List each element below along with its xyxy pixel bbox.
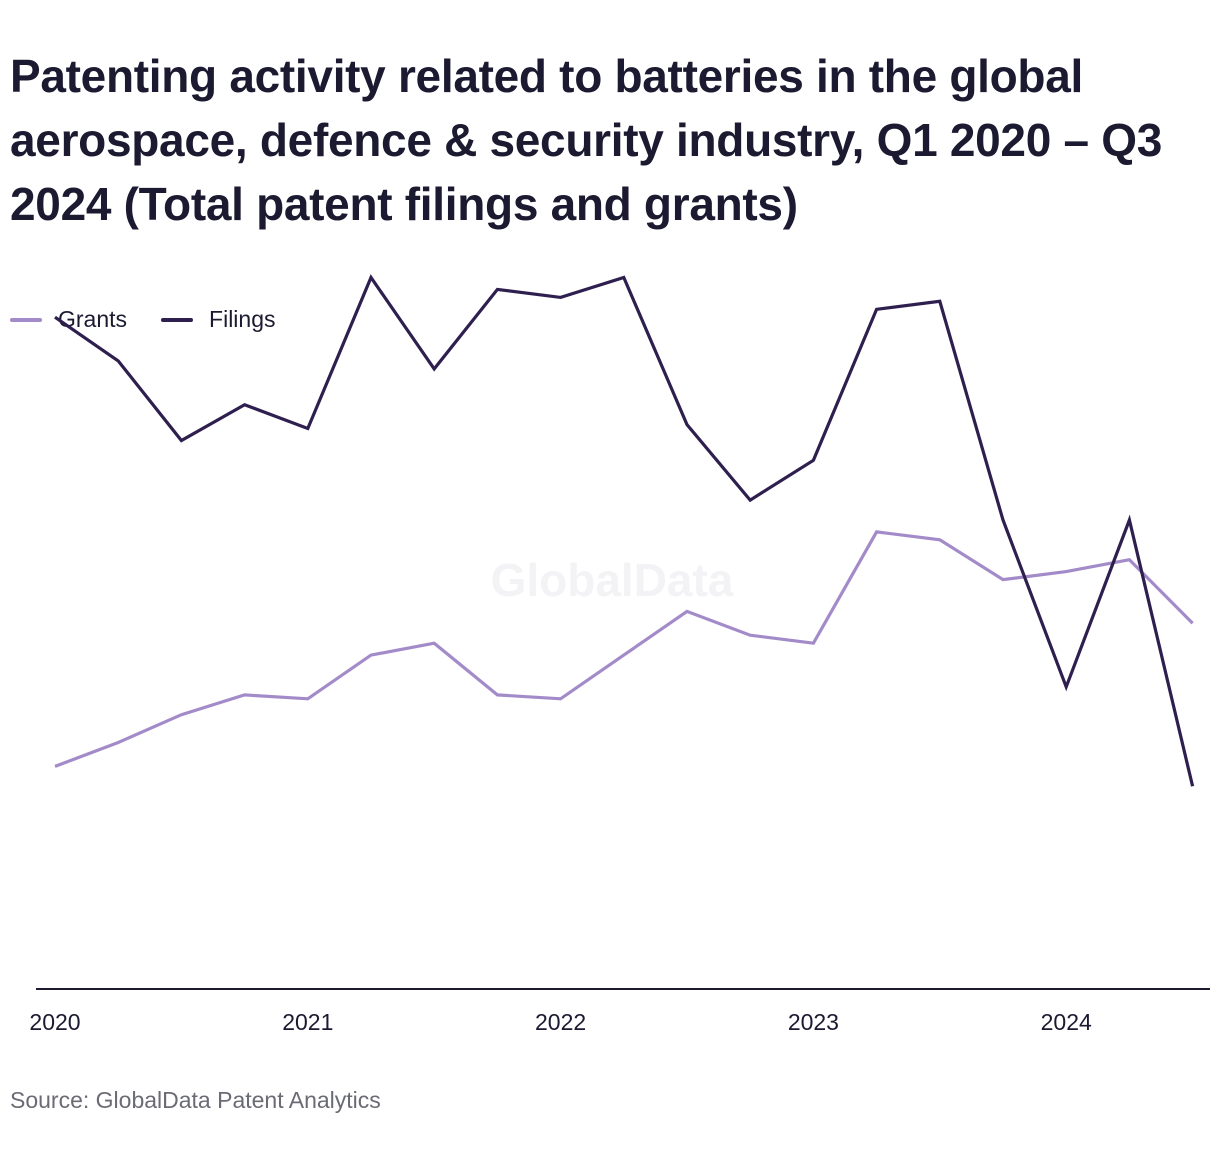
data-point-filings: Q3 2021: 78 — [428, 363, 440, 375]
data-point-filings: Q3 2020: 69 — [175, 435, 187, 447]
data-point-grants: Q3 2022: 47.5 — [681, 605, 693, 617]
legend-swatch-grants — [10, 317, 42, 322]
x-axis-ticks: 2020 2021 2022 2023 2024 — [29, 1009, 1092, 1035]
data-point-filings: Q3 2022: 71 — [681, 419, 693, 431]
watermark: GlobalData — [491, 554, 734, 606]
data-point-filings: Q3 2023: 86.5 — [934, 295, 946, 307]
data-point-filings: Q1 2021: 70.5 — [302, 423, 314, 435]
data-point-filings: Q4 2021: 88 — [491, 283, 503, 295]
series-filings: Q1 2020: 84.5 Q2 2020: 79 Q3 2020: 69 Q4 20… — [49, 272, 1199, 792]
data-point-grants: Q2 2022: 42 — [618, 649, 630, 661]
data-point-filings: Q2 2021: 89.5 — [365, 272, 377, 284]
data-point-grants: Q4 2021: 37 — [491, 689, 503, 701]
data-point-grants: Q3 2020: 34.5 — [175, 709, 187, 721]
x-tick-label: 2023 — [788, 1009, 839, 1035]
data-point-grants: Q4 2023: 51.5 — [997, 574, 1009, 586]
data-point-filings: Q4 2023: 59 — [997, 514, 1009, 526]
legend-swatch-filings — [161, 317, 194, 322]
series-layer: Q1 2020: 28 Q2 2020: 31 Q3 2020: 34.5 Q4 20… — [49, 272, 1199, 792]
data-point-filings: Q2 2024: 59 — [1123, 514, 1135, 526]
data-point-filings: Q1 2024: 38 — [1060, 681, 1072, 693]
legend-label-filings: Filings — [209, 306, 276, 332]
data-point-filings: Q2 2020: 79 — [112, 355, 124, 367]
data-point-grants: Q1 2023: 43.5 — [807, 637, 819, 649]
source-note: Source: GlobalData Patent Analytics — [10, 1087, 381, 1113]
data-point-filings: Q1 2022: 87 — [555, 291, 567, 303]
chart-title: Patenting activity related to batteries … — [10, 50, 1162, 230]
x-tick-label: 2020 — [29, 1009, 80, 1035]
data-point-grants: Q2 2021: 42 — [365, 649, 377, 661]
data-point-grants: Q4 2022: 44.5 — [744, 629, 756, 641]
data-point-grants: Q1 2021: 36.5 — [302, 693, 314, 705]
data-point-grants: Q1 2024: 52.5 — [1060, 566, 1072, 578]
data-point-filings: Q4 2022: 61.5 — [744, 494, 756, 506]
data-point-grants: Q3 2023: 56.5 — [934, 534, 946, 546]
data-point-filings: Q4 2020: 73.5 — [239, 399, 251, 411]
series-line-grants — [54, 530, 1194, 768]
data-point-grants: Q4 2020: 37 — [239, 689, 251, 701]
data-point-grants: Q2 2024: 54 — [1123, 554, 1135, 566]
series-line-filings — [54, 274, 1195, 787]
data-point-filings: Q1 2023: 66.5 — [807, 454, 819, 466]
data-point-filings: Q1 2020: 84.5 — [49, 311, 61, 323]
legend-item-filings: Filings — [161, 306, 276, 333]
data-point-filings: Q3 2024: 25.5 — [1187, 780, 1199, 792]
data-point-grants: Q3 2021: 43.5 — [428, 637, 440, 649]
data-point-grants: Q3 2024: 46 — [1187, 617, 1199, 629]
data-point-filings: Q2 2022: 89.5 — [618, 272, 630, 284]
data-point-filings: Q2 2023: 85.5 — [871, 303, 883, 315]
data-point-grants: Q2 2023: 57.5 — [871, 526, 883, 538]
data-point-grants: Q1 2020: 28 — [49, 760, 61, 772]
series-grants: Q1 2020: 28 Q2 2020: 31 Q3 2020: 34.5 Q4 20… — [49, 526, 1199, 772]
x-tick-label: 2024 — [1041, 1009, 1092, 1035]
data-point-grants: Q1 2022: 36.5 — [555, 693, 567, 705]
data-point-grants: Q2 2020: 31 — [112, 737, 124, 749]
x-tick-label: 2021 — [282, 1009, 333, 1035]
x-tick-label: 2022 — [535, 1009, 586, 1035]
